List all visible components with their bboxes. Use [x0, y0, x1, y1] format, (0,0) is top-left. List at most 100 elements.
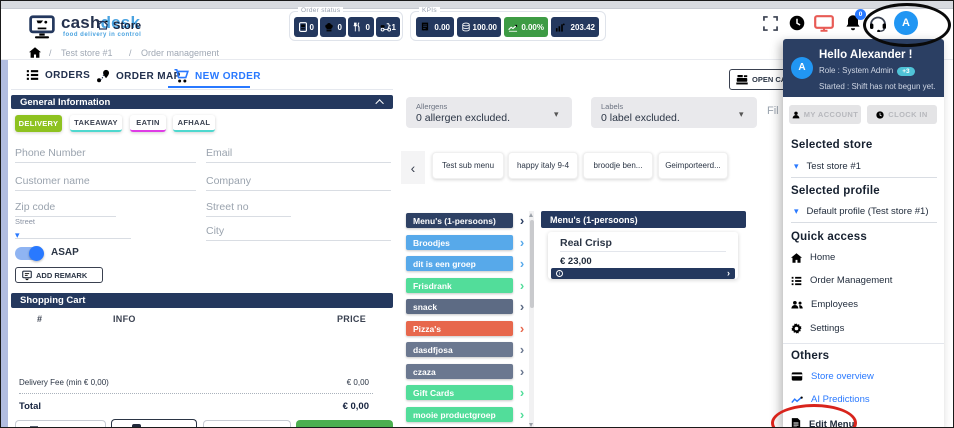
tab-new-order-label: NEW ORDER [195, 71, 261, 82]
phone-number-input[interactable] [15, 147, 196, 163]
user-greeting: Hello Alexander ! [819, 49, 913, 61]
clock-icon[interactable] [789, 15, 805, 31]
company-input[interactable] [206, 175, 391, 191]
submenu-tab-3[interactable]: broodje ben... [583, 152, 653, 179]
email-input[interactable] [206, 147, 391, 163]
filter-input-text[interactable]: Fil [767, 105, 779, 117]
user-avatar[interactable]: A [894, 11, 918, 35]
role-count-badge[interactable]: +3 [897, 67, 914, 76]
labels-dropdown[interactable]: Labels 0 label excluded. ▾ [591, 97, 757, 128]
chevron-left-icon: ‹ [411, 160, 416, 176]
quick-link-employees[interactable]: Employees [791, 299, 858, 310]
menu-group-row[interactable]: dit is een groep [406, 256, 513, 271]
order-type-afhaal-button[interactable]: AFHAAL [173, 115, 215, 132]
menu-group-row[interactable]: Pizza's [406, 321, 513, 336]
order-type-delivery-button[interactable]: DELIVERY [15, 115, 62, 132]
menu-group-row[interactable]: czaza [406, 364, 513, 379]
headset-icon[interactable] [869, 15, 887, 32]
general-info-header[interactable]: General Information [11, 95, 393, 109]
fullscreen-icon[interactable] [763, 16, 778, 31]
city-input[interactable] [206, 225, 391, 241]
cart-action-button-2[interactable] [111, 419, 197, 428]
menu-group-row[interactable]: Gift Cards [406, 385, 513, 400]
customer-display-icon[interactable] [814, 15, 834, 32]
labels-label: Labels [601, 102, 623, 111]
tab-new-order[interactable]: NEW ORDER [174, 69, 261, 83]
collapse-chevron-icon [375, 99, 383, 107]
order-status-dinein-count: 0 [366, 23, 370, 32]
link-store-overview[interactable]: Store overview [791, 371, 874, 382]
kpi-cash-badge[interactable]: 100.00 [457, 17, 501, 37]
scooter-icon [380, 22, 392, 32]
menu-group-row[interactable]: dasdfjosa [406, 342, 513, 357]
map-pin-icon [96, 69, 110, 83]
street-select[interactable]: ▾ [15, 225, 131, 239]
quick-link-settings[interactable]: Settings [791, 323, 844, 334]
submenu-scroll-left-button[interactable]: ‹ [401, 151, 425, 184]
shopping-cart-header: Shopping Cart [11, 293, 393, 308]
my-account-button[interactable]: MY ACCOUNT [789, 105, 861, 124]
people-icon [791, 300, 803, 310]
link-ai-predictions[interactable]: AI Predictions [791, 394, 870, 405]
store-menu-label[interactable]: Store [113, 20, 141, 32]
zip-code-input[interactable] [15, 201, 116, 217]
order-status-legend: Order status [298, 7, 343, 14]
quick-link-order-management[interactable]: Order Management [791, 275, 892, 286]
menu-group-row[interactable]: mooie productgroep [406, 407, 513, 422]
kpi-growth-badge[interactable]: 0.00% [504, 17, 548, 37]
order-type-takeaway-button[interactable]: TAKEAWAY [70, 115, 122, 132]
submenu-tab-2[interactable]: happy italy 9-4 [508, 152, 578, 179]
card-icon [791, 372, 803, 381]
link-edit-menu[interactable]: Edit Menu [791, 418, 854, 428]
product-expand-chevron-icon[interactable]: › [727, 268, 730, 279]
add-remark-button[interactable]: ADD REMARK [15, 267, 103, 283]
user-menu-header: A Hello Alexander ! Role : System Admin+… [783, 39, 944, 97]
kpi-revenue-badge[interactable]: 0.00 [416, 17, 454, 37]
quick-link-settings-label: Settings [810, 323, 844, 334]
chevron-right-icon: › [516, 407, 528, 422]
breadcrumb-separator: / [49, 48, 52, 58]
kpi-cash-value: 100.00 [473, 23, 497, 32]
cart-action-button-1[interactable] [15, 420, 106, 428]
customer-name-input[interactable] [15, 175, 196, 191]
allergens-dropdown[interactable]: Allergens 0 allergen excluded. ▾ [406, 97, 572, 128]
street-no-input[interactable] [206, 201, 291, 217]
selected-profile-select[interactable]: ▾ Default profile (Test store #1) [794, 206, 929, 217]
order-status-dinein-badge[interactable]: 0 [348, 17, 374, 37]
menu-group-row[interactable]: Frisdrank [406, 278, 513, 293]
asap-toggle[interactable] [15, 247, 43, 260]
clock-in-button[interactable]: CLOCK IN [867, 105, 937, 124]
cart-pay-button[interactable] [296, 420, 393, 428]
user-menu-panel: A Hello Alexander ! Role : System Admin+… [783, 39, 944, 428]
info-icon[interactable]: i [556, 270, 563, 277]
profile-underline [791, 222, 937, 223]
selected-profile-heading: Selected profile [791, 185, 880, 197]
order-type-eatin-button[interactable]: EATIN [130, 115, 166, 132]
menu-group-row[interactable]: Menu's (1-persoons) [406, 213, 513, 228]
menu-group-label: czaza [413, 367, 436, 377]
quick-link-home[interactable]: Home [791, 252, 835, 263]
order-status-kiosk-badge[interactable]: 0 [294, 17, 318, 37]
cart-action-button-3[interactable] [203, 420, 291, 428]
menu-group-label: dit is een groep [413, 259, 476, 269]
menu-group-row[interactable]: Broodjes [406, 235, 513, 250]
submenu-tab-4[interactable]: Geimporteerd... [658, 152, 728, 179]
remark-icon [22, 270, 32, 281]
menu-list-scrollbar[interactable] [529, 211, 534, 428]
product-card-footer[interactable]: i › [551, 268, 735, 279]
kpi-average-badge[interactable]: 203.42 [551, 17, 599, 37]
chevron-right-icon: › [516, 385, 528, 400]
user-role: Role : System Admin+3 [819, 66, 915, 76]
menu-group-row[interactable]: snack [406, 299, 513, 314]
submenu-tab-1[interactable]: Test sub menu [432, 152, 504, 179]
product-card[interactable]: Real Crisp € 23,00 i › [548, 232, 738, 279]
tab-order-map[interactable]: ORDER MAP [96, 69, 181, 83]
home-icon[interactable] [29, 47, 41, 58]
order-status-delivery-count: 1 [392, 23, 396, 32]
tab-orders[interactable]: ORDERS [26, 69, 90, 81]
quick-access-heading: Quick access [791, 231, 867, 243]
selected-store-select[interactable]: ▾ Test store #1 [794, 161, 861, 172]
order-status-kitchen-badge[interactable]: 0 [320, 17, 346, 37]
breadcrumb-store[interactable]: Test store #1 [61, 48, 113, 58]
order-status-delivery-badge[interactable]: 1 [376, 17, 400, 37]
